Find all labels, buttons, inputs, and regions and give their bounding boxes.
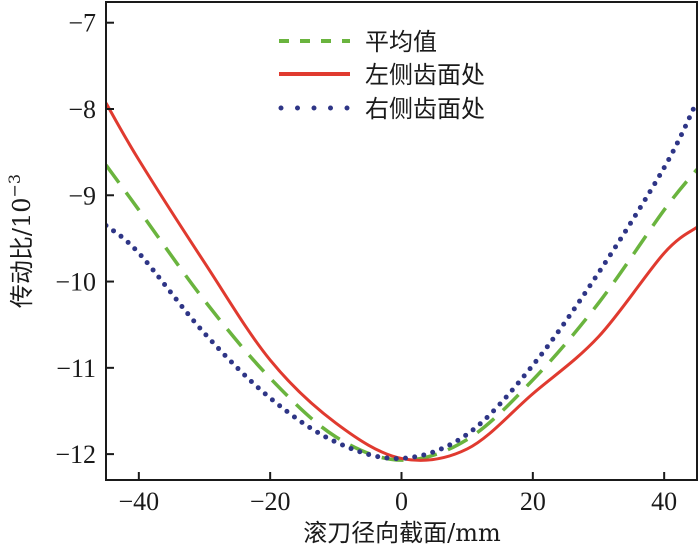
x-tick-label: −40 [118, 487, 159, 516]
series-line-left-flank [106, 102, 697, 462]
y-tick-label: −9 [68, 181, 96, 210]
x-tick-label: 20 [520, 487, 546, 516]
y-tick-label: −11 [56, 354, 96, 383]
y-tick-label: −10 [55, 268, 96, 297]
legend-label-mean: 平均值 [365, 28, 437, 56]
x-tick-label: 40 [651, 487, 677, 516]
y-tick-label: −8 [68, 95, 96, 124]
series-line-mean [106, 164, 697, 462]
y-tick-label: −12 [55, 440, 96, 469]
x-axis-ticks: −40 −20 0 20 40 [118, 472, 677, 516]
series-layer [106, 98, 697, 462]
y-axis-title: 传动比/10−3 [5, 174, 36, 308]
y-axis-title-text: 传动比/10 [8, 197, 36, 308]
y-axis-title-exponent: −3 [5, 174, 24, 198]
legend-label-left: 左侧齿面处 [365, 61, 485, 89]
legend-label-right: 右侧齿面处 [365, 95, 485, 123]
x-axis-title: 滚刀径向截面/mm [303, 519, 501, 547]
y-tick-label: −7 [68, 9, 96, 38]
legend: 平均值 左侧齿面处 右侧齿面处 [278, 28, 485, 123]
series-line-right-flank [106, 98, 697, 462]
x-tick-label: −20 [250, 487, 291, 516]
x-tick-label: 0 [395, 487, 408, 516]
y-axis-ticks: −7 −8 −9 −10 −11 −12 [55, 9, 114, 469]
